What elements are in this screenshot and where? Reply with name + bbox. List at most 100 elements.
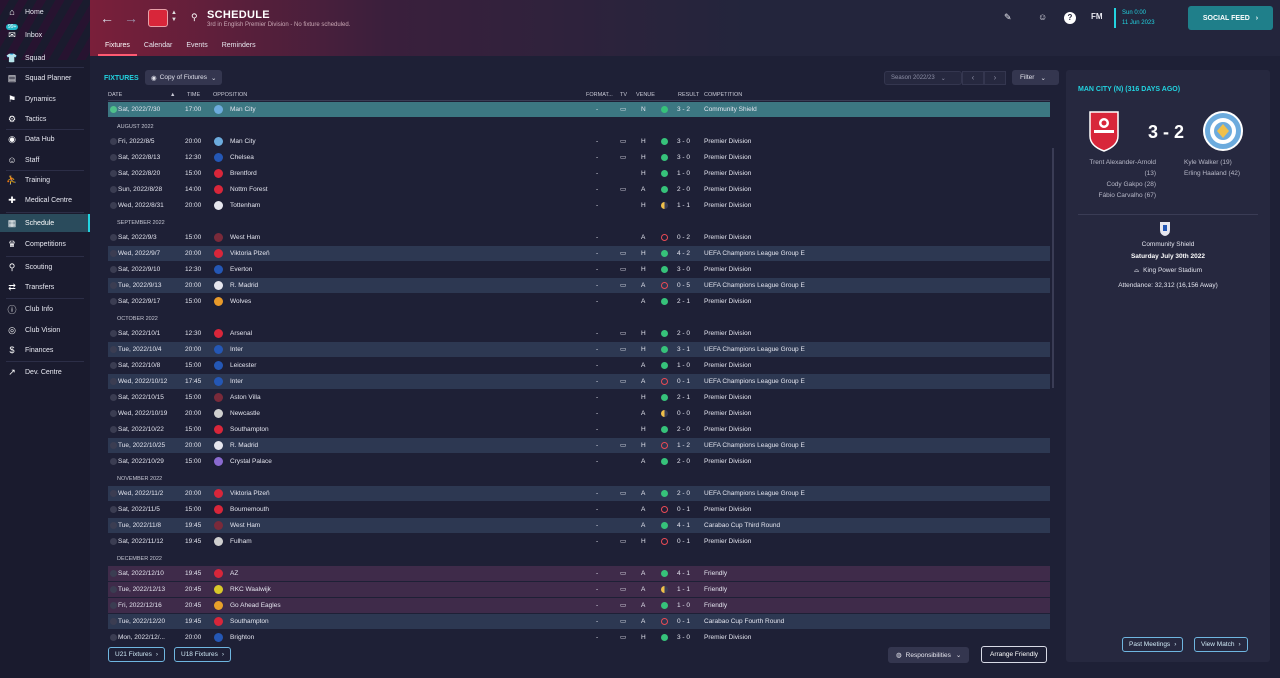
fixture-competition[interactable]: UEFA Champions League Group E [704,378,805,385]
fixture-row[interactable]: Sat, 2022/9/17 15:00 Wolves - A 2 - 1 Premier … [108,294,1050,309]
select-dot-icon[interactable] [110,618,117,625]
fixture-score[interactable]: 1 - 1 [677,586,691,593]
fixture-competition[interactable]: Premier Division [704,634,752,641]
fixture-row[interactable]: Fri, 2022/12/16 20:45 Go Ahead Eagles - ▭ A 1 … [108,598,1050,613]
fixture-competition[interactable]: UEFA Champions League Group E [704,346,805,353]
fixture-opposition[interactable]: Man City [230,106,256,113]
fixture-opposition[interactable]: R. Madrid [230,282,259,289]
fixture-competition[interactable]: UEFA Champions League Group E [704,282,805,289]
select-dot-icon[interactable] [110,234,117,241]
fixture-row[interactable]: Fri, 2022/8/5 20:00 Man City - ▭ H 3 - 0 Premie… [108,134,1050,149]
select-dot-icon[interactable] [110,266,117,273]
select-dot-icon[interactable] [110,458,117,465]
fixture-score[interactable]: 1 - 0 [677,170,691,177]
fixture-opposition[interactable]: RKC Waalwijk [230,586,271,593]
fixture-row[interactable]: Sat, 2022/11/12 19:45 Fulham - ▭ H 0 - 1 Premie… [108,534,1050,549]
fixture-opposition[interactable]: Brighton [230,634,255,641]
fixture-competition[interactable]: UEFA Champions League Group E [704,250,805,257]
fixture-row[interactable]: Tue, 2022/12/20 19:45 Southampton - ▭ A 0 - 1 C… [108,614,1050,629]
sort-arrow-icon[interactable]: ▲ [170,92,176,98]
fixture-opposition[interactable]: Aston Villa [230,394,261,401]
fixture-opposition[interactable]: Leicester [230,362,257,369]
home-scorer[interactable]: Fábio Carvalho (67) [1098,192,1156,199]
fixture-competition[interactable]: Premier Division [704,410,752,417]
fixture-row[interactable]: Mon, 2022/12/... 20:00 Brighton - ▭ H 3 - 0 Pre… [108,630,1050,645]
away-scorer[interactable]: Kyle Walker (19) [1184,159,1232,166]
fixture-score[interactable]: 0 - 1 [677,506,691,513]
fixture-opposition[interactable]: Crystal Palace [230,458,272,465]
fixture-score[interactable]: 2 - 1 [677,298,691,305]
select-dot-icon[interactable] [110,202,117,209]
fixture-competition[interactable]: Friendly [704,570,728,577]
select-dot-icon[interactable] [110,282,117,289]
fixture-competition[interactable]: Premier Division [704,266,752,273]
fixture-score[interactable]: 2 - 0 [677,458,691,465]
fixture-score[interactable]: 2 - 0 [677,330,691,337]
fixture-opposition[interactable]: Southampton [230,426,269,433]
col-competition[interactable]: COMPETITION [704,92,743,98]
responsibilities-button[interactable]: ◍ Responsibilities ⌄ [888,647,970,663]
fm-menu-button[interactable]: FM [1091,12,1103,21]
select-dot-icon[interactable] [110,634,117,641]
fixture-competition[interactable]: Friendly [704,586,728,593]
tab-calendar[interactable]: Calendar [143,42,173,49]
view-match-button[interactable]: View Match › [1194,637,1248,652]
select-dot-icon[interactable] [110,602,117,609]
fixture-competition[interactable]: UEFA Champions League Group E [704,442,805,449]
fixture-opposition[interactable]: Newcastle [230,410,260,417]
help-icon[interactable]: ? [1064,12,1076,24]
fixture-score[interactable]: 3 - 0 [677,266,691,273]
tab-fixtures[interactable]: Fixtures [98,38,137,56]
fixture-competition[interactable]: Premier Division [704,330,752,337]
fixture-row[interactable]: Tue, 2022/12/13 20:45 RKC Waalwijk - ▭ A 1 - 1… [108,582,1050,597]
fixture-score[interactable]: 2 - 0 [677,426,691,433]
col-tv[interactable]: TV [620,92,628,98]
select-dot-icon[interactable] [110,298,117,305]
select-dot-icon[interactable] [110,490,117,497]
fixture-opposition[interactable]: Inter [230,378,244,385]
edit-icon[interactable]: ✎ [1004,12,1012,22]
fixture-score[interactable]: 4 - 1 [677,522,691,529]
view-dropdown[interactable]: ◉ Copy of Fixtures ⌄ [145,70,223,85]
fixture-score[interactable]: 0 - 1 [677,618,691,625]
fixture-score[interactable]: 1 - 2 [677,442,691,449]
select-dot-icon[interactable] [110,426,117,433]
fixture-score[interactable]: 3 - 1 [677,346,691,353]
fixture-row[interactable]: Sat, 2022/10/22 15:00 Southampton - H 2 - 0 Pr… [108,422,1050,437]
fixture-opposition[interactable]: Inter [230,346,244,353]
fixture-competition[interactable]: Premier Division [704,538,752,545]
prev-season-button[interactable]: ‹ [962,71,984,85]
fixture-score[interactable]: 2 - 1 [677,394,691,401]
fixture-opposition[interactable]: Everton [230,266,253,273]
select-dot-icon[interactable] [110,394,117,401]
fixture-score[interactable]: 3 - 0 [677,154,691,161]
club-switch-chevrons-icon[interactable]: ▲ ▼ [171,10,177,23]
col-date[interactable]: DATE [108,92,123,98]
fixture-row[interactable]: Wed, 2022/10/19 20:00 Newcastle - A 0 - 0 Prem… [108,406,1050,421]
fixture-score[interactable]: 1 - 0 [677,362,691,369]
club-crest-icon[interactable] [148,9,168,27]
fixture-opposition[interactable]: Nottm Forest [230,186,268,193]
select-dot-icon[interactable] [110,138,117,145]
select-dot-icon[interactable] [110,250,117,257]
tab-reminders[interactable]: Reminders [221,42,256,49]
sidebar-item-inbox[interactable]: ✉ Inbox 99+ [0,24,90,44]
search-icon[interactable]: ⚲ [191,12,198,22]
sidebar-item-competitions[interactable]: ♛ Competitions [0,235,90,253]
fixture-competition[interactable]: Premier Division [704,426,752,433]
match-competition[interactable]: Community Shield [1141,241,1195,248]
past-meetings-button[interactable]: Past Meetings › [1122,637,1184,652]
fixture-row[interactable]: Wed, 2022/9/7 20:00 Viktoria Plzeň - ▭ H 4 - 2… [108,246,1050,261]
sidebar-item-club-vision[interactable]: ◎ Club Vision [0,321,90,339]
col-venue[interactable]: VENUE [636,92,655,98]
fixture-opposition[interactable]: Bournemouth [230,506,270,513]
fixture-row[interactable]: Tue, 2022/9/13 20:00 R. Madrid - ▭ A 0 - 5 UEFA… [108,278,1050,293]
fixture-score[interactable]: 4 - 1 [677,570,691,577]
fixture-score[interactable]: 0 - 0 [677,410,691,417]
fixture-competition[interactable]: Friendly [704,602,728,609]
arrange-friendly-button[interactable]: Arrange Friendly [981,646,1048,663]
fixture-competition[interactable]: Community Shield [704,106,757,113]
fixture-row[interactable]: Sat, 2022/8/20 15:00 Brentford - H 1 - 0 Premi… [108,166,1050,181]
match-stadium[interactable]: ⌓ King Power Stadium [1066,267,1270,275]
sidebar-item-transfers[interactable]: ⇄ Transfers [0,278,90,296]
